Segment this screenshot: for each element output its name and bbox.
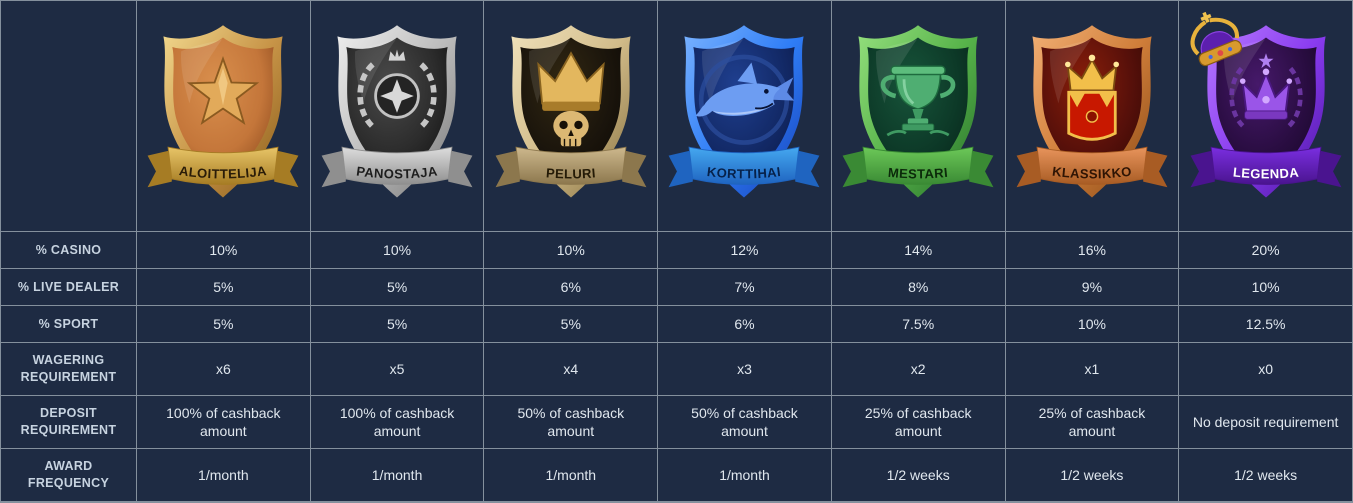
tier-value-cell: 7% (658, 269, 831, 305)
tier-badge-cell-korttihai: KORTTIHAI (658, 1, 831, 231)
tier-value-cell: 1/2 weeks (1005, 449, 1179, 501)
shark-icon (696, 54, 795, 145)
star-icon (187, 56, 260, 125)
row-label: AWARD FREQUENCY (1, 449, 136, 501)
ribbon-banner: LEGENDA (1190, 146, 1342, 188)
tier-badge-cell-mestari: MESTARI (831, 1, 1005, 231)
royal-crown-icon (1190, 11, 1242, 67)
ribbon-banner: KORTTIHAI (669, 146, 820, 188)
row-label: DEPOSIT REQUIREMENT (1, 396, 136, 448)
tier-value-cell: 10% (310, 232, 484, 268)
tier-badge-cell-legenda: LEGENDA (1179, 1, 1352, 231)
tier-value-cell: 50% of cashback amount (484, 396, 658, 448)
tier-value-cell: 5% (310, 269, 484, 305)
tier-badge-klassikko: KLASSIKKO (1016, 25, 1168, 198)
tier-value-cell: 16% (1005, 232, 1179, 268)
tier-value-cell: 6% (658, 306, 831, 342)
tier-value-cell: 25% of cashback amount (1005, 396, 1179, 448)
header-spacer-cell (1, 1, 136, 231)
tier-badge-panostaja: PANOSTAJA (321, 25, 473, 198)
tier-badge-peluri: PELURI (495, 25, 647, 198)
tier-badge-cell-klassikko: KLASSIKKO (1005, 1, 1179, 231)
tier-name: PELURI (545, 165, 596, 181)
tier-value-cell: x2 (831, 343, 1005, 395)
laurel-wreath-icon (357, 49, 437, 128)
tier-value-cell: 10% (1179, 269, 1352, 305)
tier-name: PANOSTAJA (356, 163, 439, 181)
tier-value-cell: 8% (831, 269, 1005, 305)
tier-value-cell: x5 (310, 343, 484, 395)
ribbon-banner: KLASSIKKO (1016, 146, 1168, 188)
tier-name: LEGENDA (1232, 164, 1300, 181)
tier-value-cell: 6% (484, 269, 658, 305)
tier-value-cell: x0 (1179, 343, 1352, 395)
tier-name: KORTTIHAI (707, 164, 783, 181)
row-label: % LIVE DEALER (1, 269, 136, 305)
row-label: WAGERING REQUIREMENT (1, 343, 136, 395)
tier-value-cell: 12.5% (1179, 306, 1352, 342)
tier-value-cell: 5% (137, 269, 310, 305)
tier-value-cell: 1/month (484, 449, 658, 501)
tier-badge-cell-panostaja: PANOSTAJA (310, 1, 484, 231)
tier-value-cell: 1/2 weeks (1179, 449, 1352, 501)
tier-value-cell: No deposit requirement (1179, 396, 1352, 448)
tier-value-cell: 25% of cashback amount (831, 396, 1005, 448)
ribbon-banner: PANOSTAJA (321, 146, 473, 188)
tier-badge-cell-aloittelija: ALOITTELIJA (137, 1, 310, 231)
tier-value-cell: 1/2 weeks (831, 449, 1005, 501)
tier-value-cell: 20% (1179, 232, 1352, 268)
ribbon-banner: ALOITTELIJA (147, 146, 299, 188)
tier-value-cell: 14% (831, 232, 1005, 268)
row-label: % SPORT (1, 306, 136, 342)
tier-value-cell: 10% (137, 232, 310, 268)
tier-value-cell: 9% (1005, 269, 1179, 305)
tier-value-cell: 5% (310, 306, 484, 342)
tier-value-cell: x3 (658, 343, 831, 395)
tier-value-cell: x6 (137, 343, 310, 395)
tier-badge-aloittelija: ALOITTELIJA (147, 25, 299, 198)
crown-icon (1229, 53, 1303, 128)
tier-value-cell: 5% (137, 306, 310, 342)
tier-value-cell: 100% of cashback amount (137, 396, 310, 448)
tier-badge-mestari: MESTARI (842, 25, 994, 198)
tier-value-cell: 10% (484, 232, 658, 268)
tier-value-cell: x4 (484, 343, 658, 395)
tier-name: ALOITTELIJA (179, 163, 269, 181)
crown-crest-icon (1064, 54, 1119, 141)
ribbon-banner: MESTARI (842, 146, 994, 188)
tier-badge-legenda: LEGENDA (1190, 11, 1342, 198)
tier-value-cell: 100% of cashback amount (310, 396, 484, 448)
tier-badge-korttihai: KORTTIHAI (669, 25, 820, 198)
tier-value-cell: x1 (1005, 343, 1179, 395)
tier-name: MESTARI (888, 165, 949, 182)
tier-value-cell: 5% (484, 306, 658, 342)
tier-value-cell: 10% (1005, 306, 1179, 342)
tier-value-cell: 1/month (658, 449, 831, 501)
tier-name: KLASSIKKO (1051, 164, 1132, 182)
tier-value-cell: 1/month (310, 449, 484, 501)
trophy-icon (880, 65, 956, 137)
tier-value-cell: 7.5% (831, 306, 1005, 342)
tier-value-cell: 1/month (137, 449, 310, 501)
tier-value-cell: 12% (658, 232, 831, 268)
skull-crown-icon (537, 51, 605, 147)
tier-value-cell: 50% of cashback amount (658, 396, 831, 448)
row-label: % CASINO (1, 232, 136, 268)
ribbon-banner: PELURI (495, 146, 647, 188)
tier-badge-cell-peluri: PELURI (484, 1, 658, 231)
